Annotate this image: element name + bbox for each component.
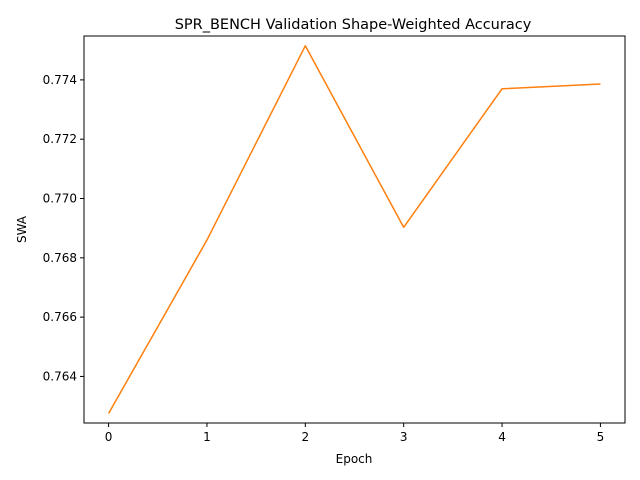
x-tick-label: 5	[597, 430, 605, 444]
x-tick-label: 0	[105, 430, 113, 444]
y-tick-label: 0.770	[43, 192, 77, 206]
series-line	[107, 45, 601, 414]
plot-area	[83, 35, 626, 424]
x-tick-label: 1	[203, 430, 211, 444]
y-tick-label: 0.774	[43, 73, 77, 87]
y-tick-label: 0.772	[43, 132, 77, 146]
y-tick-label: 0.764	[43, 369, 77, 383]
y-tick-label: 0.768	[43, 251, 77, 265]
x-axis: 0 1 2 3 4 5	[105, 423, 604, 444]
x-tick-label: 2	[301, 430, 309, 444]
series-group	[107, 45, 601, 414]
y-tick-label: 0.766	[43, 310, 77, 324]
x-tick-label: 3	[400, 430, 408, 444]
chart-title: SPR_BENCH Validation Shape-Weighted Accu…	[175, 17, 532, 33]
x-axis-label: Epoch	[336, 452, 373, 466]
y-axis: 0.764 0.766 0.768 0.770 0.772 0.774	[43, 73, 84, 383]
y-axis-label: SWA	[15, 215, 29, 243]
x-tick-label: 4	[498, 430, 506, 444]
